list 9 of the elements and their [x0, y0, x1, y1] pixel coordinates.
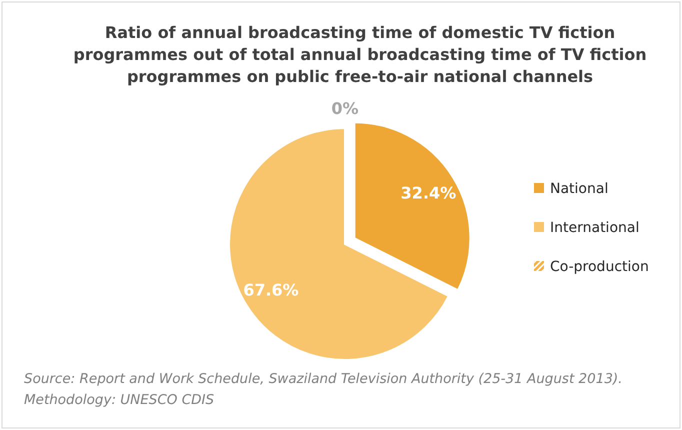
text: 0%	[331, 99, 359, 118]
source-note: Source: Report and Work Schedule, Swaziland Television Authority (25-31 August 2013).	[24, 371, 622, 387]
legend-label: International	[550, 220, 640, 236]
legend-label: Co-production	[550, 259, 649, 275]
legend-label: National	[550, 181, 608, 197]
text: Methodology: UNESCO CDIS	[24, 392, 215, 408]
chart-title: Ratio of annual broadcasting time of domestic TV fiction programmes out of total annual broadcasting time of TV fiction programmes on public free-to-air national channels	[73, 23, 647, 86]
data-label: 32.4%	[400, 184, 456, 203]
data-label: 67.6%	[243, 280, 299, 300]
